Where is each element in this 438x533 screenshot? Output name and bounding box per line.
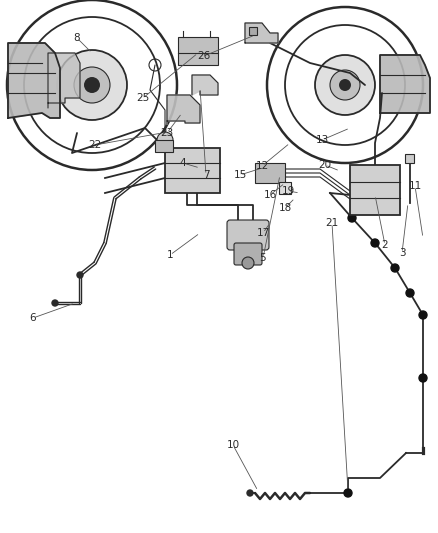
Circle shape	[418, 311, 426, 319]
Text: 2: 2	[381, 240, 388, 250]
FancyBboxPatch shape	[233, 243, 261, 265]
Text: 1: 1	[166, 250, 173, 260]
Text: 4: 4	[179, 158, 186, 168]
Text: 6: 6	[30, 313, 36, 323]
Polygon shape	[166, 95, 200, 125]
Text: 20: 20	[318, 160, 331, 170]
Polygon shape	[191, 75, 218, 95]
Circle shape	[347, 214, 355, 222]
Text: 5: 5	[259, 253, 266, 263]
Circle shape	[52, 300, 58, 306]
Circle shape	[57, 50, 127, 120]
Circle shape	[418, 374, 426, 382]
Text: 26: 26	[197, 51, 210, 61]
Circle shape	[405, 289, 413, 297]
Circle shape	[343, 489, 351, 497]
Bar	[279, 182, 290, 194]
Circle shape	[74, 67, 110, 103]
Text: 18: 18	[278, 203, 291, 213]
Circle shape	[281, 185, 287, 191]
Circle shape	[241, 257, 254, 269]
Bar	[405, 154, 413, 163]
FancyBboxPatch shape	[226, 220, 268, 250]
Bar	[254, 163, 284, 183]
Circle shape	[329, 70, 359, 100]
Text: 25: 25	[136, 93, 149, 103]
Bar	[165, 148, 219, 193]
Circle shape	[247, 490, 252, 496]
Text: 17: 17	[256, 228, 269, 238]
Circle shape	[370, 239, 378, 247]
Text: 13: 13	[314, 135, 328, 145]
Bar	[155, 140, 173, 152]
Text: 19: 19	[281, 186, 294, 196]
Text: 21: 21	[325, 218, 338, 228]
Text: 15: 15	[233, 170, 246, 180]
Polygon shape	[244, 23, 277, 43]
Text: 23: 23	[160, 128, 173, 138]
Polygon shape	[379, 55, 429, 113]
Bar	[349, 165, 399, 215]
Bar	[177, 37, 218, 65]
Text: 10: 10	[226, 440, 239, 450]
Circle shape	[338, 79, 350, 91]
Text: 8: 8	[74, 33, 80, 43]
Text: 7: 7	[202, 170, 209, 180]
Text: 22: 22	[88, 140, 101, 150]
Circle shape	[84, 77, 100, 93]
Circle shape	[390, 264, 398, 272]
Polygon shape	[48, 53, 80, 108]
Text: 12: 12	[255, 161, 268, 171]
Text: 3: 3	[398, 248, 404, 258]
Circle shape	[314, 55, 374, 115]
Text: 11: 11	[407, 181, 420, 191]
Text: 16: 16	[263, 190, 276, 200]
Polygon shape	[8, 43, 60, 118]
Circle shape	[157, 132, 173, 148]
Bar	[248, 27, 256, 35]
Circle shape	[77, 272, 83, 278]
